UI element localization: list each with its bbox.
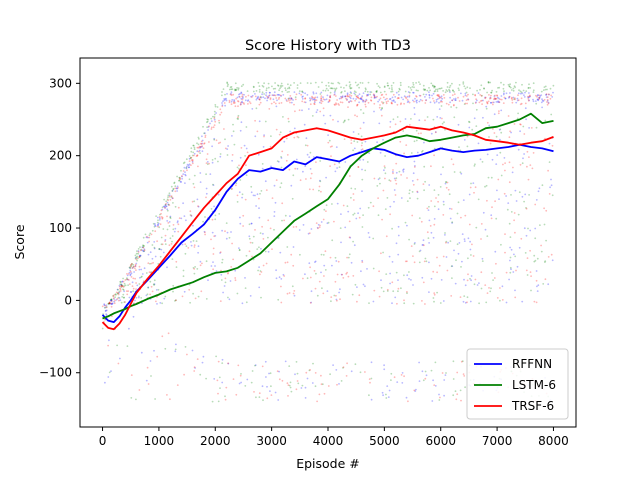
- series-lines: [101, 112, 554, 331]
- y-tick-label: 0: [64, 293, 72, 307]
- legend-label-rffnn: RFFNN: [512, 357, 552, 371]
- x-tick-label: 5000: [369, 434, 400, 448]
- y-tick-label: 300: [49, 76, 72, 90]
- x-tick-label: 2000: [200, 434, 231, 448]
- x-tick-label: 8000: [538, 434, 569, 448]
- x-tick-label: 4000: [313, 434, 344, 448]
- x-tick-label: 0: [99, 434, 107, 448]
- x-tick-label: 6000: [425, 434, 456, 448]
- chart-title: Score History with TD3: [245, 38, 411, 54]
- y-tick-label: −100: [39, 366, 72, 380]
- series-line-trsf-6: [101, 125, 554, 331]
- x-axis-ticks: 0 1000 2000 3000 4000 5000 6000 7000 8000: [99, 427, 569, 448]
- x-tick-label: 7000: [482, 434, 513, 448]
- legend-label-trsf-6: TRSF-6: [511, 399, 554, 413]
- y-axis-ticks: −100 0 100 200 300: [39, 76, 80, 380]
- legend: RFFNN LSTM-6 TRSF-6: [466, 348, 569, 420]
- legend-box: [466, 348, 569, 420]
- x-tick-label: 1000: [144, 434, 175, 448]
- x-tick-label: 3000: [256, 434, 287, 448]
- y-tick-label: 100: [49, 221, 72, 235]
- x-axis-label: Episode #: [296, 456, 360, 471]
- y-tick-label: 200: [49, 149, 72, 163]
- y-axis-label: Score: [12, 224, 27, 259]
- scatter-lstm-6: [101, 81, 555, 403]
- legend-label-lstm-6: LSTM-6: [512, 378, 556, 392]
- series-line-rffnn: [101, 143, 554, 324]
